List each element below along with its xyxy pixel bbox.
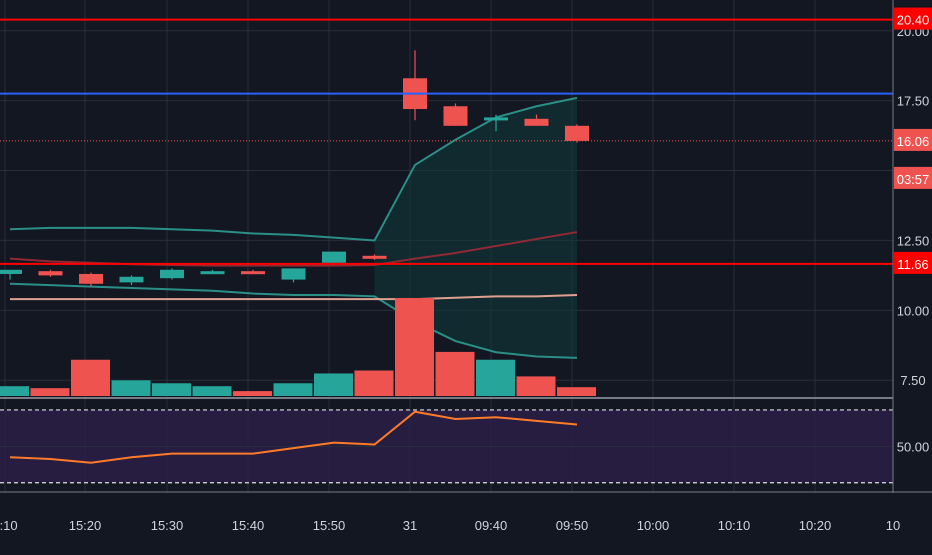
rsi-tick-label: 50.00: [897, 439, 930, 454]
candle-body: [565, 125, 589, 141]
time-tick-label: 10: [886, 518, 900, 533]
candle[interactable]: [362, 254, 387, 261]
volume-bar: [111, 380, 151, 396]
time-tick-label: 15:40: [232, 518, 265, 533]
candle-body: [524, 118, 549, 126]
volume-bar: [0, 386, 29, 396]
price-label-text: 11.66: [897, 257, 929, 272]
candle-body: [484, 117, 508, 121]
ema-line: [10, 293, 578, 301]
countdown-badge: [894, 166, 932, 189]
bollinger-lower: [9, 282, 578, 359]
volume-bar: [30, 388, 70, 396]
time-tick-label: 10:10: [718, 518, 751, 533]
candle-body: [200, 271, 225, 275]
candle-body: [79, 273, 103, 284]
candle[interactable]: [524, 114, 549, 126]
price-label-badge: [894, 7, 932, 30]
time-tick-label: 15:20: [69, 518, 102, 533]
volume-bar: [557, 387, 596, 396]
candle-body: [241, 271, 265, 275]
volume-bar: [395, 298, 434, 396]
candle[interactable]: [241, 269, 265, 275]
volume-bar: [354, 370, 394, 396]
volume-bar: [192, 386, 232, 396]
price-label-text: 16.06: [897, 134, 930, 149]
candle-body: [119, 276, 144, 283]
time-tick-label: 15:30: [151, 518, 184, 533]
candle[interactable]: [119, 275, 144, 286]
bollinger-fill: [374, 97, 577, 358]
price-label-badge: [894, 128, 932, 151]
candle-body: [362, 255, 387, 259]
price-tick-label: 7.50: [900, 373, 925, 388]
candle[interactable]: [79, 272, 103, 287]
volume-bar: [314, 373, 353, 396]
candle[interactable]: [484, 114, 508, 132]
candle-body: [322, 251, 346, 263]
price-tick-label: 10.00: [897, 303, 930, 318]
time-tick-label: 09:50: [556, 518, 589, 533]
rsi-pane: [0, 397, 932, 484]
time-axis[interactable]: [0, 493, 932, 550]
rsi-line: [9, 410, 578, 464]
time-tick-label: 5:10: [0, 518, 18, 533]
candle-body: [38, 271, 63, 276]
countdown-text: 03:57: [897, 172, 930, 187]
price-label-text: 20.40: [897, 13, 930, 28]
volume-bar: [273, 383, 313, 396]
price-tick-label: 12.50: [897, 233, 930, 248]
candle-body: [281, 268, 306, 280]
bollinger-upper: [9, 96, 578, 242]
candle[interactable]: [38, 269, 63, 277]
volume-bar: [435, 351, 475, 396]
horizontal-levels: [0, 18, 893, 265]
candle[interactable]: [0, 269, 22, 280]
price-tick-label: 17.50: [897, 94, 930, 109]
candle-body: [160, 269, 184, 279]
candle[interactable]: [160, 268, 184, 280]
candle-body: [0, 269, 22, 274]
time-tick-label: 10:00: [637, 518, 670, 533]
time-tick-label: 15:50: [313, 518, 346, 533]
candle[interactable]: [443, 103, 468, 126]
candle-body: [443, 106, 468, 126]
volume-bar: [152, 383, 191, 396]
candle[interactable]: [565, 124, 589, 143]
time-tick-label: 09:40: [475, 518, 508, 533]
price-axis[interactable]: [893, 0, 932, 490]
ema-line: [10, 293, 578, 301]
volume-bar: [233, 391, 272, 396]
candle[interactable]: [322, 251, 346, 263]
price-label-badge: [894, 251, 932, 274]
volume-bar: [516, 376, 556, 396]
volume-bar: [71, 359, 110, 396]
time-tick-label: 31: [403, 518, 417, 533]
candle[interactable]: [281, 268, 306, 283]
candles: [0, 50, 589, 287]
time-tick-label: 10:20: [799, 518, 832, 533]
volume-bars: [0, 298, 596, 396]
candle[interactable]: [200, 269, 225, 275]
volume-bar: [476, 359, 515, 396]
